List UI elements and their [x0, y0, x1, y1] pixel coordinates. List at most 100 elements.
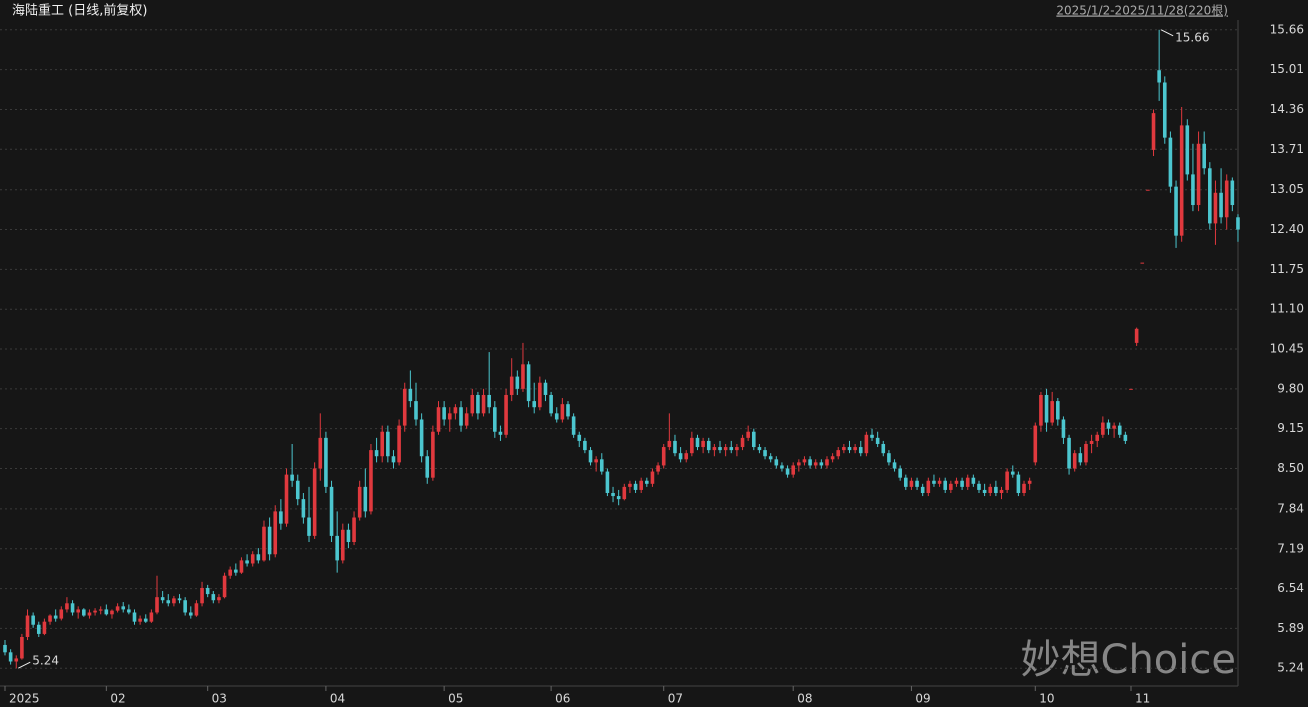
candle-body — [560, 404, 565, 420]
candle-body — [768, 456, 773, 460]
candle-body — [256, 554, 261, 561]
candle-body — [937, 480, 942, 484]
candle-body — [245, 560, 249, 564]
candle-body — [1208, 168, 1212, 224]
candle-body — [583, 440, 587, 451]
candle-body — [943, 480, 948, 490]
candle-body — [436, 407, 441, 432]
candle-body — [898, 468, 902, 478]
candle-body — [723, 447, 728, 451]
candle-body — [735, 447, 739, 451]
candle-body — [751, 431, 756, 448]
candle-body — [121, 606, 126, 610]
candle-body — [639, 480, 643, 490]
candle-body — [391, 456, 396, 463]
candle-body — [819, 462, 824, 466]
candle-body — [695, 437, 700, 448]
candle-body — [53, 615, 58, 619]
candle-body — [1061, 419, 1066, 438]
candle-body — [904, 477, 908, 487]
candle-body — [1078, 453, 1083, 463]
candle-body — [82, 609, 86, 616]
candle-body — [712, 447, 717, 451]
candle-body — [290, 474, 294, 481]
candle-body — [487, 394, 491, 408]
candle-body — [98, 609, 103, 611]
candle-body — [605, 471, 610, 494]
candle-body — [521, 364, 525, 389]
candle-body — [1095, 434, 1100, 441]
candle-body — [14, 658, 19, 662]
candle-body — [633, 483, 638, 490]
candle-body — [138, 618, 142, 622]
candle-body — [1202, 143, 1206, 169]
candle-body — [1129, 388, 1133, 390]
candle-body — [476, 394, 480, 414]
candle-body — [369, 450, 373, 512]
y-tick-label: 5.89 — [1277, 621, 1304, 635]
candle-body — [594, 459, 598, 463]
candle-body — [785, 468, 790, 475]
candle-body — [971, 477, 976, 484]
candle-body — [149, 612, 154, 622]
y-tick-label: 9.80 — [1277, 381, 1304, 395]
candle-body — [363, 486, 368, 512]
candle-body — [757, 447, 762, 451]
candle-body — [932, 480, 936, 484]
candle-body — [183, 600, 187, 613]
candle-body — [464, 413, 469, 426]
candle-body — [887, 453, 891, 463]
y-tick-label: 5.24 — [1277, 661, 1304, 675]
candle-body — [1044, 394, 1049, 423]
candle-body — [397, 425, 401, 463]
x-tick-label: 07 — [668, 692, 683, 706]
candle-body — [509, 376, 514, 395]
candle-body — [177, 598, 182, 601]
candle-body — [1230, 180, 1235, 206]
candle-body — [1134, 328, 1139, 343]
candle-body — [1005, 471, 1009, 490]
candle-body — [926, 480, 931, 494]
candle-body — [1191, 174, 1195, 206]
candle-body — [718, 447, 722, 451]
candle-body — [554, 413, 559, 420]
candle-body — [1106, 422, 1111, 429]
candle-body — [645, 480, 649, 484]
candle-body — [1162, 82, 1167, 138]
candle-body — [194, 603, 199, 616]
candle-body — [870, 434, 874, 438]
candle-body — [104, 609, 109, 615]
candle-body — [566, 404, 570, 417]
candle-body — [661, 447, 666, 466]
candle-body — [842, 447, 846, 451]
candle-body — [1213, 192, 1218, 224]
candle-body — [143, 618, 148, 622]
candle-body — [526, 364, 531, 402]
candle-body — [611, 493, 615, 497]
candle-body — [847, 447, 852, 451]
candle-body — [678, 453, 683, 460]
chart-title: 海陆重工 (日线,前复权) — [12, 3, 147, 19]
candle-body — [988, 486, 993, 494]
candle-body — [166, 600, 171, 604]
candle-body — [341, 529, 345, 561]
candle-body — [549, 394, 553, 414]
candle-body — [324, 437, 328, 487]
candle-body — [481, 394, 486, 414]
max-label: 15.66 — [1175, 30, 1209, 44]
candle-body — [538, 382, 542, 408]
candle-body — [1157, 70, 1161, 83]
candle-body — [25, 615, 30, 637]
candle-body — [774, 459, 779, 466]
min-pointer — [18, 661, 31, 669]
candle-body — [673, 440, 677, 454]
date-range[interactable]: 2025/1/2-2025/11/28(220根) — [1056, 4, 1228, 18]
candle-body — [31, 615, 35, 625]
candle-body — [949, 483, 953, 490]
candle-body — [1010, 471, 1015, 475]
min-label: 5.24 — [32, 654, 59, 668]
candle-body — [127, 609, 131, 613]
candle-body — [954, 480, 959, 484]
candle-body — [622, 486, 627, 500]
candle-body — [1140, 262, 1145, 264]
